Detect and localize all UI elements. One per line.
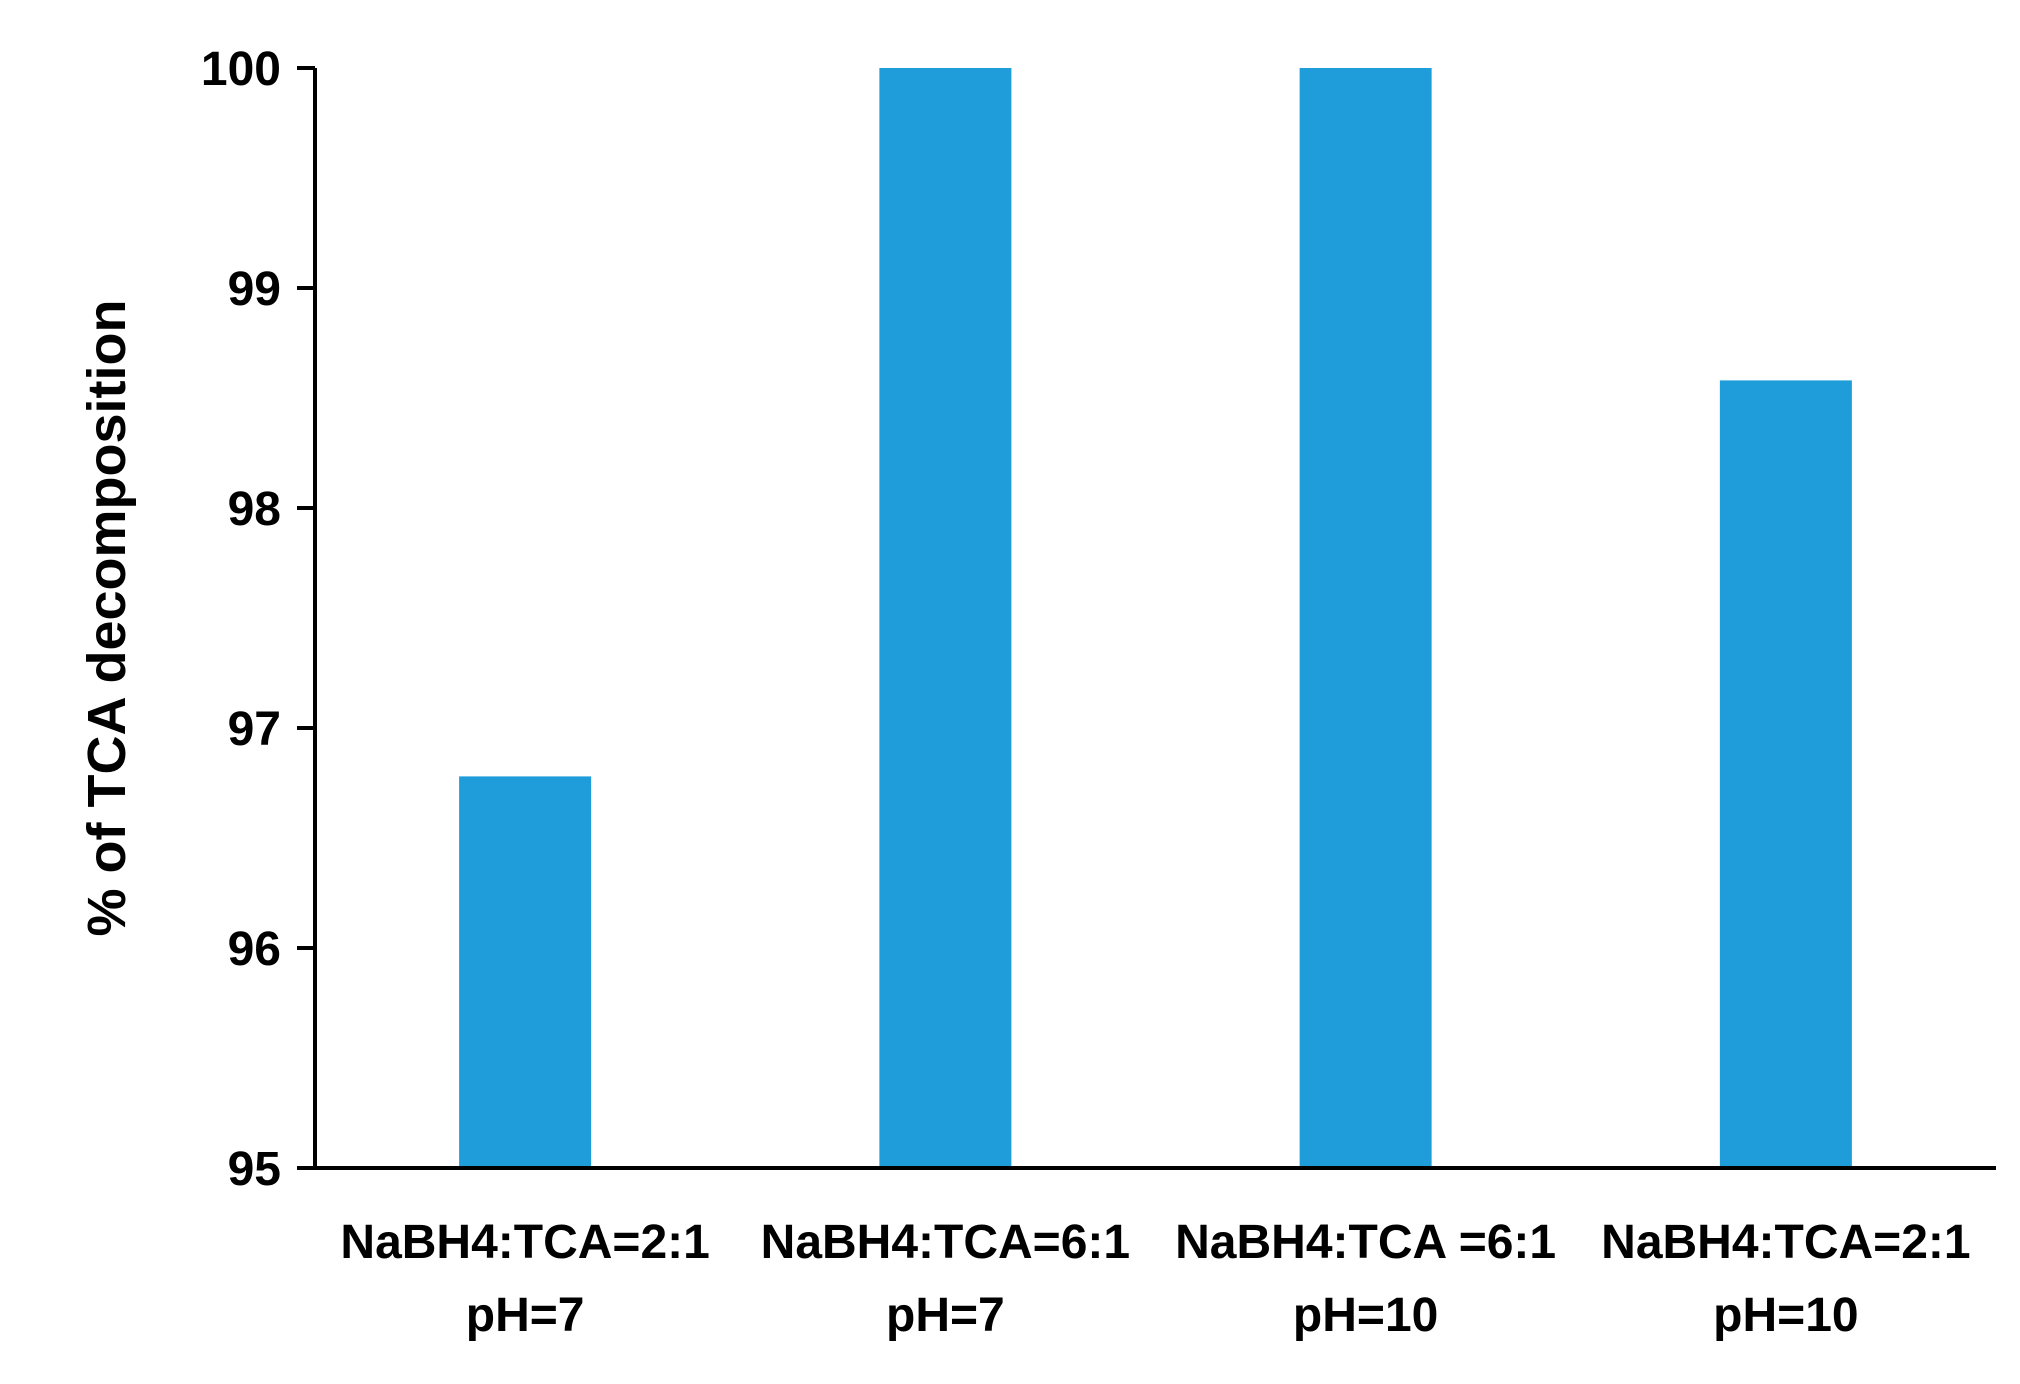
y-tick-label: 99 xyxy=(228,263,281,316)
bar-2 xyxy=(879,68,1012,1168)
y-axis-ticks: 95 96 97 98 99 100 xyxy=(201,43,315,1196)
y-tick-label: 97 xyxy=(228,703,281,756)
bar-1 xyxy=(459,776,592,1168)
category-label-ratio: NaBH4:TCA =6:1 xyxy=(1175,1216,1556,1269)
y-tick-label: 96 xyxy=(228,923,281,976)
bar-3 xyxy=(1299,68,1432,1168)
category-label-ph: pH=10 xyxy=(1293,1289,1438,1342)
y-tick-label: 98 xyxy=(228,483,281,536)
bars xyxy=(459,68,1852,1168)
bar-4 xyxy=(1719,380,1852,1168)
category-labels: NaBH4:TCA=2:1 pH=7 NaBH4:TCA=6:1 pH=7 NaBH4:… xyxy=(340,1216,1970,1342)
category-label-ph: pH=7 xyxy=(886,1289,1005,1342)
category-label-ph: pH=7 xyxy=(466,1289,585,1342)
y-tick-label: 100 xyxy=(201,43,281,96)
y-tick-label: 95 xyxy=(228,1143,281,1196)
y-axis-title: % of TCA decomposition xyxy=(77,300,137,937)
category-label-ratio: NaBH4:TCA=2:1 xyxy=(340,1216,709,1269)
category-label-ratio: NaBH4:TCA=6:1 xyxy=(761,1216,1130,1269)
category-label-ph: pH=10 xyxy=(1713,1289,1858,1342)
category-label-ratio: NaBH4:TCA=2:1 xyxy=(1601,1216,1970,1269)
